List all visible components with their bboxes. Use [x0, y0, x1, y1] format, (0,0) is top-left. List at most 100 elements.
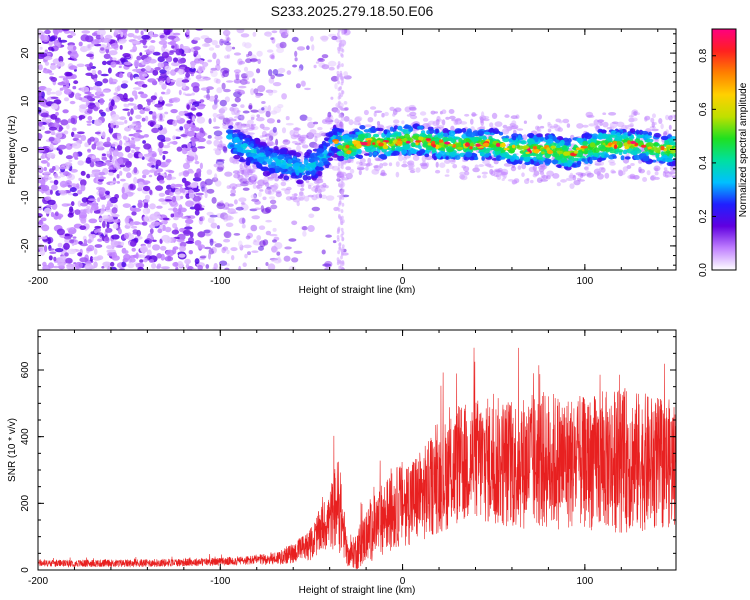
heatmap-cell — [285, 116, 290, 121]
heatmap-cell — [112, 180, 118, 184]
heatmap-cell — [404, 124, 412, 129]
heatmap-cell — [272, 227, 277, 232]
heatmap-cell — [184, 258, 192, 265]
heatmap-cell — [111, 234, 120, 240]
heatmap-cell — [48, 136, 55, 142]
heatmap-cell — [86, 123, 92, 126]
heatmap-cell — [179, 245, 186, 252]
heatmap-cell — [181, 144, 189, 149]
heatmap-cell — [49, 64, 57, 70]
heatmap-cell — [646, 170, 651, 176]
heatmap-cell — [272, 173, 279, 178]
heatmap-cell — [163, 199, 173, 202]
heatmap-cell — [212, 126, 220, 129]
heatmap-cell — [337, 250, 340, 255]
heatmap-cell — [108, 166, 113, 170]
heatmap-cell — [149, 156, 156, 162]
heatmap-cell — [120, 31, 124, 38]
heatmap-cell — [53, 29, 59, 37]
heatmap-cell — [50, 77, 58, 82]
heatmap-cell — [207, 217, 215, 224]
heatmap-cell — [53, 99, 62, 105]
heatmap-cell — [616, 121, 625, 128]
heatmap-cell — [139, 259, 144, 263]
heatmap-cell — [97, 181, 103, 185]
heatmap-cell — [115, 245, 124, 248]
heatmap-cell — [317, 161, 325, 167]
heatmap-cell — [155, 159, 162, 167]
heatmap-hotspot — [660, 145, 665, 151]
heatmap-cell — [257, 58, 262, 64]
heatmap-cell — [270, 55, 275, 60]
heatmap-cell — [233, 78, 242, 84]
heatmap-cell — [57, 262, 66, 267]
heatmap-cell — [234, 112, 241, 116]
heatmap-cell — [673, 114, 676, 121]
heatmap-cell — [113, 163, 118, 168]
heatmap-cell — [338, 100, 341, 105]
heatmap-cell — [123, 93, 128, 100]
heatmap-cell — [49, 72, 54, 76]
heatmap-cell — [660, 151, 665, 156]
heatmap-cell — [120, 241, 125, 247]
heatmap-cell — [269, 199, 277, 205]
heatmap-cell — [421, 155, 427, 162]
heatmap-cell — [576, 137, 584, 143]
heatmap-cell — [74, 209, 81, 216]
heatmap-cell — [490, 170, 496, 177]
heatmap-cell — [49, 189, 53, 195]
heatmap-cell — [652, 142, 659, 147]
heatmap-cell — [208, 252, 211, 260]
heatmap-cell — [87, 149, 91, 152]
heatmap-cell — [212, 267, 217, 270]
heatmap-cell — [204, 191, 208, 199]
heatmap-cell — [306, 45, 310, 50]
heatmap-cell — [192, 177, 202, 182]
heatmap-cell — [53, 165, 60, 172]
heatmap-cell — [319, 193, 323, 199]
heatmap-cell — [196, 116, 206, 124]
heatmap-cell — [94, 131, 101, 135]
heatmap-cell — [572, 157, 580, 162]
heatmap-cell — [296, 201, 300, 207]
heatmap-cell — [110, 81, 117, 85]
heatmap-cell — [140, 247, 148, 253]
spectrogram-frame — [37, 28, 677, 271]
heatmap-cell — [190, 73, 194, 77]
heatmap-cell — [425, 146, 433, 151]
heatmap-cell — [446, 168, 450, 174]
heatmap-cell — [224, 171, 233, 177]
heatmap-cell — [250, 88, 255, 96]
heatmap-cell — [93, 248, 98, 255]
heatmap-cell — [222, 146, 228, 152]
heatmap-cell — [157, 134, 166, 141]
heatmap-cell — [539, 136, 544, 141]
heatmap-cell — [252, 31, 257, 37]
heatmap-cell — [337, 95, 341, 100]
heatmap-cell — [181, 216, 188, 219]
heatmap-cell — [163, 236, 172, 244]
heatmap-cell — [213, 130, 223, 137]
heatmap-cell — [78, 41, 83, 47]
y-tick-label: 400 — [20, 428, 31, 445]
heatmap-cell — [355, 131, 363, 135]
heatmap-cell — [48, 255, 53, 261]
heatmap-cell — [276, 168, 284, 172]
heatmap-cell — [142, 207, 151, 215]
heatmap-cell — [269, 169, 276, 174]
heatmap-cell — [482, 174, 487, 179]
heatmap-cell — [444, 174, 450, 177]
heatmap-cell — [169, 192, 174, 196]
heatmap-cell — [97, 29, 106, 36]
heatmap-cell — [305, 180, 310, 183]
heatmap-cell — [341, 202, 345, 207]
heatmap-cell — [280, 173, 284, 177]
heatmap-cell — [137, 35, 142, 41]
heatmap-cell — [44, 130, 51, 134]
heatmap-cell — [531, 152, 535, 156]
heatmap-cell — [382, 162, 388, 167]
heatmap-cell — [325, 164, 330, 169]
heatmap-cell — [124, 250, 129, 255]
heatmap-cell — [111, 57, 117, 61]
heatmap-cell — [319, 153, 324, 158]
